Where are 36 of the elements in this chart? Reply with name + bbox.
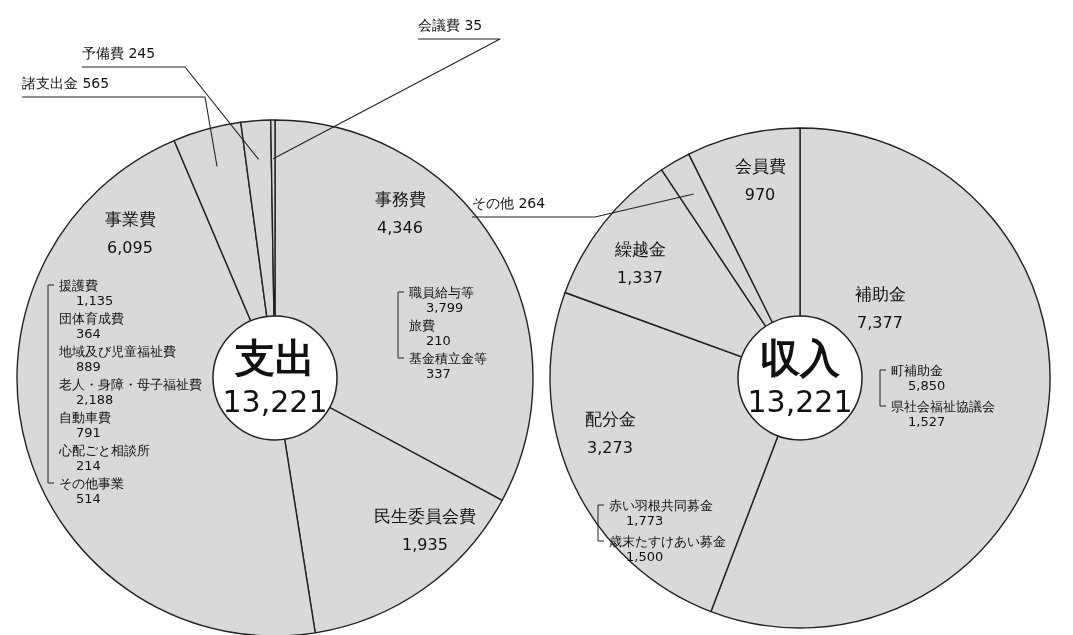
slice-label: 予備費 245 — [82, 45, 156, 61]
slice-label: 会員費 — [734, 156, 786, 176]
text: 収入 — [760, 335, 841, 381]
data-label: 3,273 — [587, 438, 633, 457]
data-label: 6,095 — [107, 238, 153, 257]
text: 13,221 — [747, 384, 853, 419]
slice-label: 諸支出金 565 — [22, 75, 110, 91]
text: 老人・身障・母子福祉費 2,188 — [59, 377, 202, 407]
data-label: 1,935 — [402, 535, 448, 554]
text: 心配ごと相談所 214 — [58, 443, 150, 473]
text: 県社会福祉協議会 1,527 — [891, 399, 995, 429]
slice-label: 会議費 35 — [418, 17, 483, 33]
text: 地域及び児童福祉費 889 — [58, 344, 176, 374]
text: 職員給与等 3,799 — [409, 285, 474, 315]
slice-label: 補助金 — [854, 284, 906, 304]
text: 赤い羽根共同募金 1,773 — [609, 498, 713, 528]
slice-label: 事業費 — [104, 209, 156, 229]
text: 援護費 1,135 — [59, 278, 114, 308]
slice-label: 事務費 — [374, 189, 426, 209]
text: 旅費 210 — [409, 318, 451, 348]
data-label: 970 — [744, 185, 776, 204]
text: 基金積立金等 337 — [409, 351, 487, 381]
data-label: 1,337 — [617, 268, 663, 287]
text: 団体育成費 364 — [59, 311, 124, 341]
slice-label: 繰越金 — [613, 239, 666, 259]
text: 支出 — [234, 335, 315, 381]
slice-label: 配分金 — [584, 409, 636, 429]
slice-label: その他 264 — [472, 195, 546, 211]
text: その他事業 514 — [59, 476, 124, 506]
text: 13,221 — [222, 384, 328, 419]
text: 町補助金 5,850 — [891, 363, 946, 393]
data-label: 7,377 — [857, 313, 903, 332]
slice-label: 民生委員会費 — [374, 506, 476, 526]
text: 自動車費 791 — [59, 410, 111, 440]
text: 歳末たすけあい募金 1,500 — [609, 534, 726, 564]
data-label: 4,346 — [377, 218, 423, 237]
